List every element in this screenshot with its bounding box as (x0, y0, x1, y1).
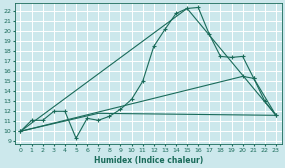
X-axis label: Humidex (Indice chaleur): Humidex (Indice chaleur) (93, 156, 203, 164)
